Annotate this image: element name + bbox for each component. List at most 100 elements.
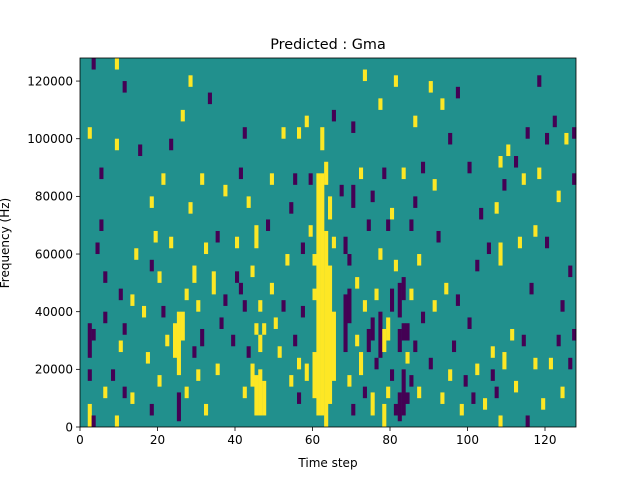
heatmap-cell: [114, 138, 119, 151]
heatmap-cell: [343, 294, 348, 353]
heatmap-cell: [258, 369, 263, 416]
heatmap-cell: [204, 403, 209, 416]
heatmap-cell: [87, 323, 92, 358]
heatmap-cell: [246, 196, 251, 208]
heatmap-cell: [328, 265, 333, 404]
heatmap-cell: [413, 115, 418, 128]
x-tick-label: 60: [305, 433, 320, 447]
heatmap-cell: [494, 202, 499, 214]
heatmap-cell: [142, 305, 147, 318]
heatmap-cell: [490, 346, 495, 358]
heatmap-cell: [355, 277, 360, 289]
heatmap-cell: [308, 173, 313, 185]
heatmap-cell: [207, 92, 212, 105]
heatmap-cell: [417, 386, 422, 399]
heatmap-cell: [254, 375, 259, 416]
heatmap-cell: [235, 236, 240, 249]
heatmap-cell: [297, 392, 302, 404]
heatmap-cell: [401, 277, 406, 301]
heatmap-cell: [382, 328, 387, 353]
heatmap-cell: [459, 403, 464, 416]
heatmap-cell: [409, 375, 414, 387]
heatmap-cell: [258, 300, 263, 312]
heatmap-cell: [413, 340, 418, 353]
heatmap-cell: [440, 392, 445, 404]
heatmap-cell: [122, 323, 127, 335]
heatmap-cell: [339, 184, 344, 197]
x-tick-label: 20: [150, 433, 165, 447]
heatmap-cell: [87, 403, 92, 427]
heatmap-cell: [494, 386, 499, 399]
heatmap-cell: [266, 219, 271, 231]
heatmap-cell: [471, 392, 476, 404]
heatmap-cell: [405, 392, 410, 404]
heatmap-cell: [556, 334, 561, 347]
heatmap-cell: [506, 144, 511, 157]
heatmap-cell: [370, 392, 375, 416]
heatmap-cell: [331, 311, 336, 381]
heatmap-cell: [421, 161, 426, 174]
heatmap-cell: [300, 305, 305, 318]
heatmap-cell: [533, 357, 538, 370]
heatmap-cell: [215, 363, 220, 376]
heatmap-cell: [374, 357, 379, 370]
heatmap-cell: [149, 259, 154, 272]
heatmap-cell: [312, 254, 317, 266]
heatmap-cell: [122, 81, 127, 93]
heatmap-cell: [498, 156, 503, 168]
heatmap-cell: [448, 369, 453, 381]
heatmap-cell: [436, 230, 441, 243]
heatmap-cell: [498, 242, 503, 266]
heatmap-cell: [231, 334, 236, 347]
heatmap-cell: [95, 242, 100, 255]
heatmap-cell: [397, 282, 402, 318]
heatmap-cell: [359, 167, 364, 180]
heatmap-cell: [316, 173, 321, 416]
heatmap-cell: [548, 357, 553, 370]
heatmap-cell: [386, 317, 391, 341]
heatmap-cell: [204, 242, 209, 255]
y-tick-label: 100000: [27, 132, 73, 146]
heatmap-cell: [103, 271, 108, 283]
heatmap-cell: [200, 173, 205, 185]
heatmap-cells: [87, 58, 577, 427]
x-axis-label: Time step: [297, 456, 357, 470]
heatmap-cell: [452, 340, 457, 353]
heatmap-cell: [149, 196, 154, 208]
heatmap-cell: [324, 161, 329, 185]
heatmap-cell: [91, 58, 96, 70]
heatmap-cell: [103, 386, 108, 399]
heatmap-cell: [409, 288, 414, 301]
plot-area: [79, 57, 577, 428]
heatmap-cell: [405, 352, 410, 364]
heatmap-cell: [269, 173, 274, 185]
heatmap-cell: [211, 271, 216, 295]
heatmap-cell: [382, 167, 387, 180]
heatmap-cell: [308, 225, 313, 237]
heatmap-cell: [161, 173, 166, 185]
heatmap-cell: [386, 386, 391, 399]
plot-frame: [79, 57, 577, 428]
heatmap-cell: [351, 403, 356, 416]
heatmap-cell: [149, 403, 154, 416]
heatmap-cell: [490, 369, 495, 381]
heatmap-cell: [483, 398, 488, 410]
heatmap-cell: [378, 248, 383, 260]
heatmap-cell: [215, 230, 220, 243]
heatmap-cell: [161, 305, 166, 318]
heatmap-cell: [130, 294, 135, 306]
chart-title: Predicted : Gma: [270, 37, 386, 53]
heatmap-cell: [289, 375, 294, 387]
heatmap-cell: [448, 132, 453, 145]
heatmap-cell: [560, 386, 565, 399]
heatmap-cell: [343, 236, 348, 255]
y-axis: 0 20000 40000 60000 80000 100000 120000: [27, 74, 80, 434]
heatmap-cell: [324, 230, 329, 427]
heatmap-cell: [525, 127, 530, 139]
heatmap-cell: [374, 288, 379, 301]
heatmap-cell: [122, 386, 127, 399]
heatmap-cell: [188, 75, 193, 87]
heatmap-cell: [192, 346, 197, 358]
heatmap-cell: [475, 363, 480, 376]
heatmap-cell: [455, 86, 460, 99]
